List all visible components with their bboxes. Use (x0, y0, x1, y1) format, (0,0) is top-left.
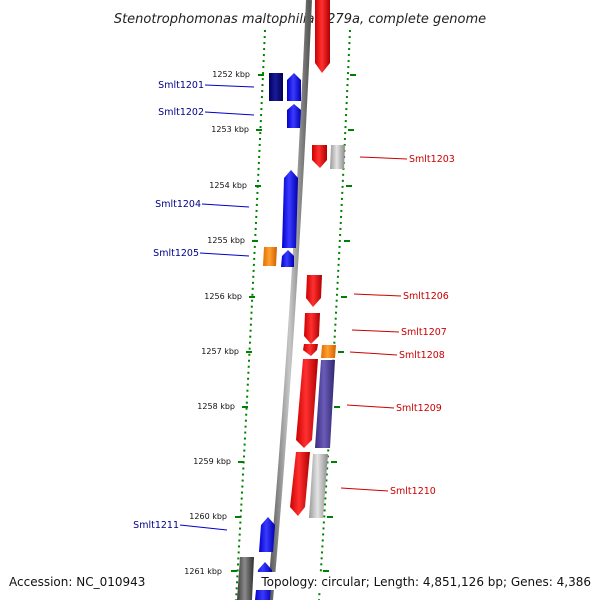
reverse-strand-genes (290, 0, 345, 518)
gene-smlt1211-feature (259, 517, 275, 552)
gene-smlt1205-rna-feature (263, 247, 277, 266)
gene-smlt1210b-feature (309, 454, 328, 518)
tick-label-1255: 1255 kbp (207, 236, 245, 245)
inner-tick-ring (235, 29, 266, 600)
gene-label-smlt1201[interactable]: Smlt1201 (158, 80, 204, 91)
gene-smlt1200-feature (269, 73, 283, 101)
gene-smlt1205-cds-feature (281, 250, 294, 267)
gene-label-smlt1206[interactable]: Smlt1206 (403, 291, 449, 302)
map-title: Stenotrophomonas maltophilia K279a, comp… (114, 12, 486, 27)
gene-smlt1203b-feature (330, 145, 345, 169)
gene-smlt1200r-feature (315, 0, 330, 73)
tick-label-1254: 1254 kbp (209, 181, 247, 190)
tick-label-1257: 1257 kbp (201, 347, 239, 356)
gene-label-smlt1203[interactable]: Smlt1203 (409, 154, 455, 165)
gene-smlt1209b-feature (315, 360, 335, 448)
tick-label-1261: 1261 kbp (184, 567, 222, 576)
genome-backbone (267, 0, 312, 600)
gene-label-smlt1211[interactable]: Smlt1211 (133, 520, 179, 531)
gene-label-smlt1204[interactable]: Smlt1204 (155, 199, 201, 210)
summary-backdrop (256, 572, 596, 590)
gene-smlt1203-feature (312, 145, 327, 168)
tick-label-1259: 1259 kbp (193, 457, 231, 466)
major-ticks (231, 74, 356, 572)
gene-smlt1204-feature (282, 170, 298, 248)
gene-label-smlt1205[interactable]: Smlt1205 (153, 248, 199, 259)
gene-label-smlt1208[interactable]: Smlt1208 (399, 350, 445, 361)
gene-label-smlt1209[interactable]: Smlt1209 (396, 403, 442, 414)
gene-smlt1210-feature (290, 452, 310, 516)
outer-tick-ring (318, 29, 351, 600)
tick-label-1260: 1260 kbp (189, 512, 227, 521)
gene-label-smlt1210[interactable]: Smlt1210 (390, 486, 436, 497)
gene-label-smlt1202[interactable]: Smlt1202 (158, 107, 204, 118)
label-leader-lines (179, 84, 408, 531)
gene-smlt1208-cds-feature (303, 344, 318, 356)
topology-summary-text: Topology: circular; Length: 4,851,126 bp… (260, 575, 591, 589)
gene-smlt1206-feature (306, 275, 322, 307)
accession-backdrop (5, 572, 145, 590)
gene-smlt1202-feature (287, 104, 301, 128)
tick-label-1258: 1258 kbp (197, 402, 235, 411)
tick-label-1256: 1256 kbp (204, 292, 242, 301)
gene-label-smlt1207[interactable]: Smlt1207 (401, 327, 447, 338)
gene-smlt1209-feature (296, 359, 318, 448)
tick-label-1252: 1252 kbp (212, 70, 250, 79)
accession-text: Accession: NC_010943 (9, 575, 145, 589)
tick-label-1253: 1253 kbp (211, 125, 249, 134)
gene-smlt1212-feature (237, 557, 254, 600)
gene-smlt1201-feature (287, 73, 301, 101)
gene-smlt1208-rna-feature (321, 345, 336, 358)
forward-strand-genes (237, 73, 301, 600)
gene-smlt1207-feature (304, 313, 320, 344)
